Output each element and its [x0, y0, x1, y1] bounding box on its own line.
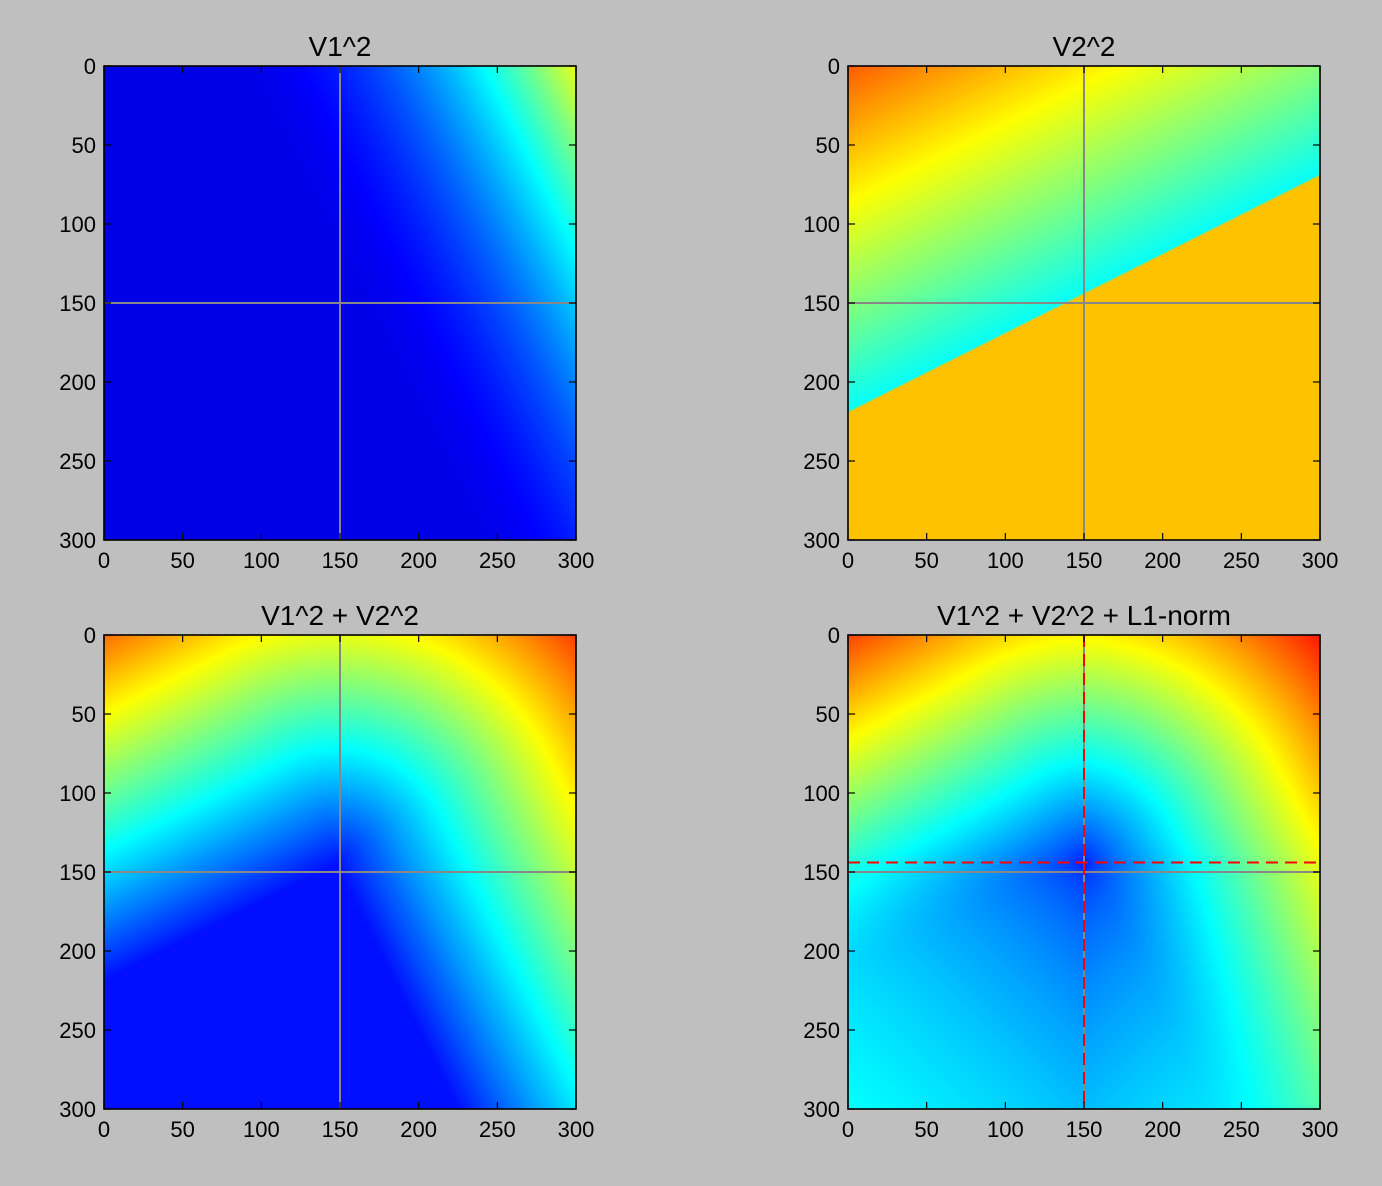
x-tick-label: 0 — [842, 548, 854, 573]
x-tick-label: 250 — [479, 548, 516, 573]
y-tick-label: 100 — [803, 781, 840, 806]
y-tick-label: 300 — [59, 1097, 96, 1122]
panel-title: V2^2 — [1053, 31, 1116, 62]
panel-title: V1^2 — [309, 31, 372, 62]
y-tick-label: 200 — [803, 370, 840, 395]
y-tick-label: 0 — [84, 54, 96, 79]
x-axis-ticks: 0 50 100 150 200 250 300 — [98, 635, 594, 1142]
panel-title: V1^2 + V2^2 — [261, 600, 419, 631]
x-tick-label: 200 — [400, 548, 437, 573]
y-tick-label: 150 — [59, 291, 96, 316]
y-tick-label: 0 — [828, 623, 840, 648]
y-tick-label: 150 — [59, 860, 96, 885]
y-tick-label: 0 — [84, 623, 96, 648]
x-tick-label: 100 — [987, 1117, 1024, 1142]
y-tick-label: 0 — [828, 54, 840, 79]
y-tick-label: 150 — [803, 291, 840, 316]
y-tick-label: 300 — [803, 1097, 840, 1122]
x-tick-label: 50 — [170, 548, 194, 573]
x-tick-label: 150 — [322, 548, 359, 573]
x-tick-label: 100 — [987, 548, 1024, 573]
y-tick-label: 100 — [803, 212, 840, 237]
y-tick-label: 50 — [816, 133, 840, 158]
x-tick-label: 50 — [914, 548, 938, 573]
x-axis-ticks: 0 50 100 150 200 250 300 — [842, 635, 1338, 1142]
y-tick-label: 200 — [59, 939, 96, 964]
x-tick-label: 50 — [170, 1117, 194, 1142]
y-tick-label: 150 — [803, 860, 840, 885]
y-tick-label: 100 — [59, 212, 96, 237]
x-tick-label: 300 — [558, 548, 595, 573]
y-tick-label: 250 — [59, 1018, 96, 1043]
y-tick-label: 300 — [59, 528, 96, 553]
panel-v1-squared: V1^2 0 50 100 150 200 250 300 0 50 100 150 200 250 3… — [59, 31, 594, 573]
y-tick-label: 50 — [816, 702, 840, 727]
panel-sum-l1-norm: V1^2 + V2^2 + L1-norm 0 50 100 150 200 250 300… — [803, 600, 1338, 1142]
x-tick-label: 200 — [1144, 548, 1181, 573]
y-tick-label: 250 — [803, 1018, 840, 1043]
x-tick-label: 100 — [243, 548, 280, 573]
optimum-dashed-lines — [848, 635, 1320, 1109]
x-tick-label: 50 — [914, 1117, 938, 1142]
x-tick-label: 200 — [1144, 1117, 1181, 1142]
reference-lines — [848, 66, 1320, 540]
x-tick-label: 150 — [322, 1117, 359, 1142]
y-axis-ticks: 0 50 100 150 200 250 300 — [803, 54, 1320, 553]
y-tick-label: 50 — [72, 702, 96, 727]
panel-v2-squared: V2^2 0 50 100 150 200 250 300 0 50 100 150 200 250 3… — [803, 31, 1338, 573]
reference-lines — [104, 635, 576, 1109]
y-tick-label: 200 — [803, 939, 840, 964]
x-tick-label: 0 — [98, 1117, 110, 1142]
y-tick-label: 50 — [72, 133, 96, 158]
x-tick-label: 0 — [842, 1117, 854, 1142]
y-tick-label: 250 — [59, 449, 96, 474]
y-tick-label: 250 — [803, 449, 840, 474]
x-tick-label: 250 — [1223, 1117, 1260, 1142]
y-axis-ticks: 0 50 100 150 200 250 300 — [59, 623, 576, 1122]
y-tick-label: 100 — [59, 781, 96, 806]
x-tick-label: 300 — [1302, 548, 1339, 573]
panel-sum: V1^2 + V2^2 0 50 100 150 200 250 300 0 50 100 150… — [59, 600, 594, 1142]
x-tick-label: 150 — [1066, 1117, 1103, 1142]
x-axis-ticks: 0 50 100 150 200 250 300 — [842, 66, 1338, 573]
y-tick-label: 300 — [803, 528, 840, 553]
x-tick-label: 150 — [1066, 548, 1103, 573]
x-tick-label: 200 — [400, 1117, 437, 1142]
y-axis-ticks: 0 50 100 150 200 250 300 — [803, 623, 1320, 1122]
y-tick-label: 200 — [59, 370, 96, 395]
x-tick-label: 250 — [1223, 548, 1260, 573]
y-axis-ticks: 0 50 100 150 200 250 300 — [59, 54, 576, 553]
x-tick-label: 300 — [1302, 1117, 1339, 1142]
x-tick-label: 100 — [243, 1117, 280, 1142]
reference-lines — [104, 66, 576, 540]
x-axis-ticks: 0 50 100 150 200 250 300 — [98, 66, 594, 573]
panel-title: V1^2 + V2^2 + L1-norm — [937, 600, 1231, 631]
x-tick-label: 250 — [479, 1117, 516, 1142]
x-tick-label: 300 — [558, 1117, 595, 1142]
x-tick-label: 0 — [98, 548, 110, 573]
